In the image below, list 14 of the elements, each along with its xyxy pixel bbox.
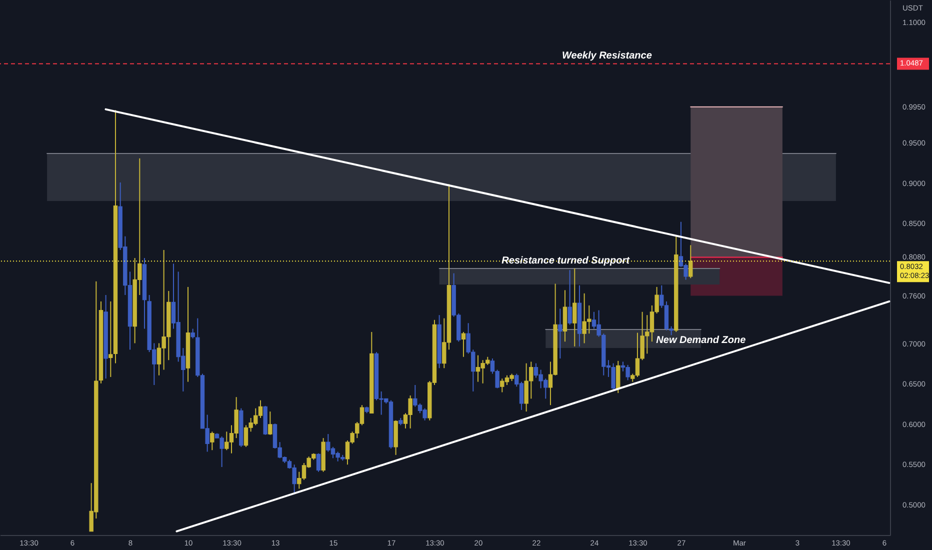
candlestick — [461, 331, 466, 358]
candlestick — [688, 244, 693, 279]
annotation: New Demand Zone — [656, 335, 746, 346]
candlestick — [190, 328, 195, 339]
candlestick — [210, 431, 214, 451]
candlestick — [568, 270, 572, 326]
candlestick — [572, 268, 577, 347]
candlestick — [616, 360, 620, 394]
candlestick — [558, 308, 562, 359]
candlestick — [108, 300, 113, 378]
annotation: Resistance turned Support — [502, 255, 630, 266]
candlestick — [316, 452, 321, 472]
candlestick — [268, 411, 272, 436]
annotation: Weekly Resistance — [562, 50, 652, 62]
